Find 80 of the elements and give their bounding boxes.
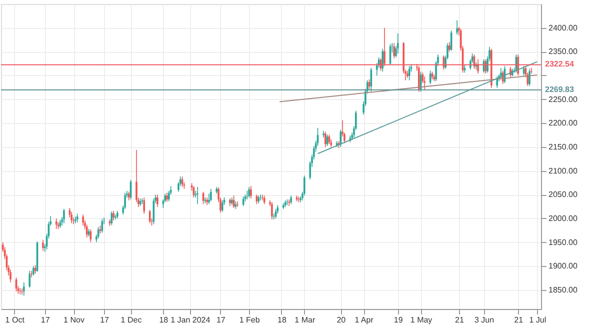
candlestick xyxy=(63,208,65,224)
candlestick xyxy=(236,200,239,208)
candlestick xyxy=(42,240,44,252)
y-tick-label: 2400.00 xyxy=(548,23,578,32)
x-tick-label: 1 Dec xyxy=(120,316,142,324)
candlestick xyxy=(384,27,386,66)
x-tick-label: 17 xyxy=(100,316,110,324)
x-tick-label: 1 Feb xyxy=(239,316,260,324)
candlestick xyxy=(260,194,262,201)
y-tick-label: 2100.00 xyxy=(548,166,578,176)
x-tick-label: 18 xyxy=(278,316,287,324)
x-tick-label: 20 xyxy=(336,316,346,324)
candlestick xyxy=(74,216,76,224)
candlestick xyxy=(424,76,426,90)
candlestick xyxy=(528,68,530,86)
candlestick xyxy=(82,214,84,226)
x-tick-label: 1 Jul xyxy=(529,316,546,324)
candlestick xyxy=(32,266,34,276)
candlestick xyxy=(210,188,212,202)
y-tick-label: 2000.00 xyxy=(548,214,578,223)
candlestick xyxy=(324,131,326,148)
y-tick-label: 2150.00 xyxy=(548,142,578,152)
candlestick xyxy=(208,193,210,205)
ref-line-label: 2269.83 xyxy=(545,84,574,94)
candlestick xyxy=(101,218,104,234)
x-tick-label: 1 Jan 2024 xyxy=(170,316,211,324)
candlestick xyxy=(28,270,31,288)
candlestick xyxy=(114,214,116,220)
candlestick xyxy=(500,67,502,80)
candlestick xyxy=(112,210,114,221)
candlestick xyxy=(271,202,273,220)
candlestick xyxy=(166,192,168,202)
candlestick xyxy=(23,282,25,296)
candlestick xyxy=(456,20,458,35)
candlestick xyxy=(196,186,198,205)
x-tick-label: 1 Nov xyxy=(64,316,84,324)
candlestick xyxy=(396,33,399,54)
candlestick xyxy=(246,190,248,200)
candlestick xyxy=(262,194,264,201)
candlestick xyxy=(21,288,23,296)
y-tick-label: 1850.00 xyxy=(548,285,578,294)
candlestick xyxy=(393,42,395,59)
x-tick-label: 21 xyxy=(514,316,524,324)
candlestick xyxy=(272,213,275,220)
x-tick-label: 17 xyxy=(40,316,50,324)
y-tick-label: 2250.00 xyxy=(548,94,578,104)
candlestick xyxy=(143,197,146,214)
candlestick xyxy=(448,42,450,52)
candlestick xyxy=(340,129,342,148)
x-tick-label: 1 May xyxy=(410,316,432,324)
candlestick xyxy=(530,67,532,74)
candlestick xyxy=(168,190,170,202)
candlestick xyxy=(322,130,324,138)
x-tick-label: 1 Mar xyxy=(294,316,316,324)
candlestick xyxy=(477,58,479,74)
x-tick-label: 3 Jun xyxy=(474,316,494,324)
candlestick xyxy=(250,186,252,199)
candlestick xyxy=(156,194,158,208)
x-tick-label: 1 Oct xyxy=(5,316,26,324)
y-tick-label: 2350.00 xyxy=(548,47,578,56)
candlestick xyxy=(30,270,32,278)
candlestick xyxy=(517,54,519,76)
candlestick xyxy=(19,288,21,295)
y-tick-label: 2050.00 xyxy=(548,190,578,200)
y-tick-label: 1950.00 xyxy=(548,238,578,247)
candlestick xyxy=(136,149,138,203)
x-tick-label: 18 xyxy=(159,316,169,324)
candlestick xyxy=(248,186,250,198)
candlestick xyxy=(70,211,72,224)
candlestick xyxy=(86,224,88,238)
candlestick xyxy=(10,269,12,283)
candlestick xyxy=(382,48,384,72)
x-tick-label: 17 xyxy=(216,316,226,324)
x-tick-label: 1 Apr xyxy=(354,316,374,324)
y-tick-label: 2200.00 xyxy=(548,118,578,128)
ref-line-label: 2322.54 xyxy=(545,60,574,69)
y-tick-label: 1900.00 xyxy=(548,262,578,271)
x-tick-label: 21 xyxy=(454,316,464,324)
x-tick-label: 19 xyxy=(394,316,404,324)
candlestick xyxy=(418,66,420,92)
